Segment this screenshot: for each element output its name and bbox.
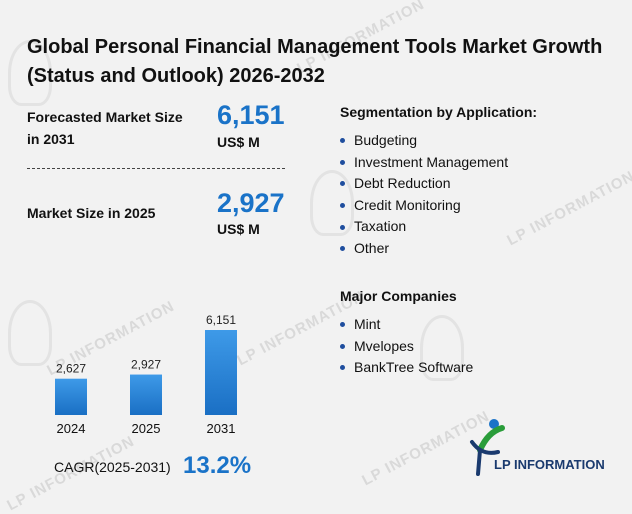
list-item: Credit Monitoring [340, 195, 508, 217]
logo-text: LP INFORMATION [494, 457, 605, 472]
segmentation-title: Segmentation by Application: [340, 104, 538, 120]
current-value: 2,927 [217, 188, 285, 218]
cagr-value: 13.2% [183, 452, 252, 479]
lp-information-logo [470, 419, 505, 476]
watermark-logo-icon [8, 300, 52, 366]
forecast-label: Forecasted Market Size in 2031 [27, 109, 183, 147]
watermark-logo-icon [420, 315, 464, 381]
x-tick-label-2031: 2031 [207, 421, 236, 436]
companies-list: Mint Mvelopes BankTree Software [340, 314, 473, 379]
companies-title: Major Companies [340, 288, 457, 304]
segmentation-list: Budgeting Investment Management Debt Red… [340, 130, 508, 260]
bar-2025 [130, 374, 162, 415]
list-item: BankTree Software [340, 357, 473, 379]
market-size-bar-chart: 2,627 2024 2,927 2025 6,151 2031 [55, 313, 237, 436]
bar-2024 [55, 378, 87, 415]
bullet-icon [340, 246, 345, 252]
data-label-2031: 6,151 [206, 313, 236, 327]
x-tick-label-2024: 2024 [57, 421, 86, 436]
forecast-unit: US$ M [217, 134, 260, 150]
bullet-icon [340, 138, 345, 144]
bullet-icon [340, 224, 345, 230]
x-tick-label-2025: 2025 [132, 421, 161, 436]
watermark-logo-icon [8, 40, 52, 106]
list-item: Taxation [340, 216, 508, 238]
current-unit: US$ M [217, 221, 260, 237]
bullet-icon [340, 181, 345, 187]
data-label-2025: 2,927 [131, 358, 161, 372]
bullet-icon [340, 203, 345, 209]
cagr-label: CAGR(2025-2031) [54, 459, 171, 475]
bullet-icon [340, 365, 345, 371]
bullet-icon [340, 159, 345, 165]
list-item: Investment Management [340, 152, 508, 174]
list-item: Mvelopes [340, 336, 473, 358]
bullet-icon [340, 343, 345, 349]
page-title: Global Personal Financial Management Too… [27, 36, 603, 87]
bar-2031 [205, 330, 237, 415]
list-item: Debt Reduction [340, 173, 508, 195]
forecast-value: 6,151 [217, 100, 285, 130]
section-divider [27, 168, 285, 169]
list-item: Budgeting [340, 130, 508, 152]
data-label-2024: 2,627 [56, 362, 86, 376]
list-item: Mint [340, 314, 473, 336]
watermark-logo-icon [310, 170, 354, 236]
list-item: Other [340, 238, 508, 260]
bullet-icon [340, 322, 345, 328]
current-label: Market Size in 2025 [27, 205, 156, 221]
